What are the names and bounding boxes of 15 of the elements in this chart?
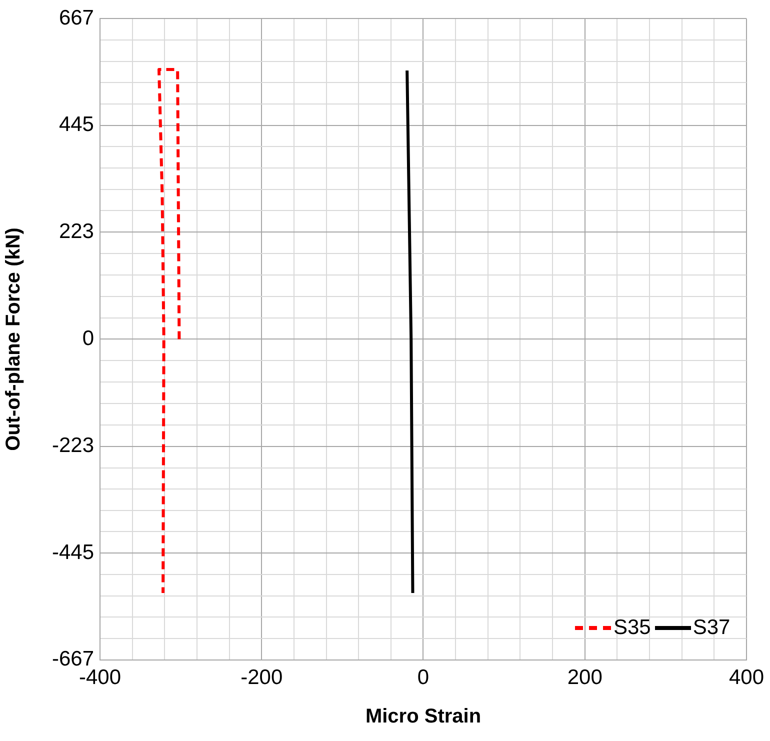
x-axis-title: Micro Strain bbox=[365, 706, 482, 728]
legend-label: S35 bbox=[613, 616, 651, 640]
y-tick-label: -223 bbox=[52, 434, 94, 458]
y-axis-title: Out-of-plane Force (kN) bbox=[2, 228, 25, 451]
x-tick-label: 200 bbox=[567, 666, 602, 690]
line-series bbox=[157, 68, 181, 594]
y-tick-label: 445 bbox=[58, 113, 94, 136]
y-tick-label: 667 bbox=[58, 6, 94, 30]
x-tick-label: -200 bbox=[240, 666, 283, 690]
x-tick-label: 0 bbox=[417, 666, 430, 690]
y-tick-label: -445 bbox=[52, 540, 94, 564]
y-tick-label: 223 bbox=[58, 220, 94, 243]
x-tick-label: 400 bbox=[728, 666, 764, 690]
legend-label: S37 bbox=[692, 616, 730, 640]
y-tick-label: 0 bbox=[82, 326, 94, 350]
